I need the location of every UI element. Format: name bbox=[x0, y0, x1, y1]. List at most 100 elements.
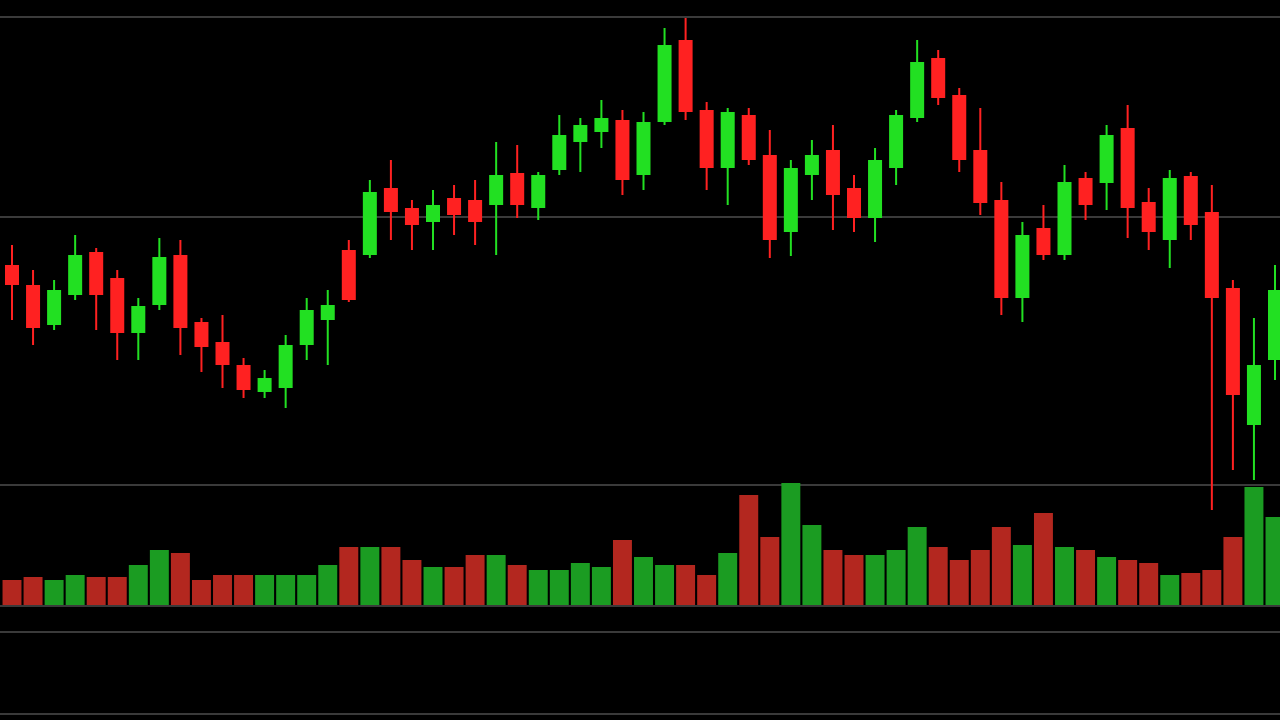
candle-body bbox=[110, 278, 125, 333]
volume-bar bbox=[718, 553, 738, 605]
candle-body bbox=[678, 40, 693, 112]
volume-bar bbox=[1181, 573, 1201, 605]
candle-body bbox=[257, 378, 272, 392]
volume-bar bbox=[991, 527, 1011, 605]
candle-body bbox=[531, 175, 546, 208]
candle-body bbox=[299, 310, 314, 345]
volume-bar bbox=[612, 540, 632, 605]
volume-bar bbox=[823, 550, 843, 605]
volume-bar bbox=[1012, 545, 1032, 605]
volume-bar bbox=[1097, 557, 1117, 605]
candle-body bbox=[510, 173, 525, 205]
candle-body bbox=[404, 208, 419, 225]
volume-bar bbox=[570, 563, 590, 605]
volume-bar bbox=[697, 575, 717, 605]
volume-bar bbox=[1244, 487, 1264, 605]
volume-bar bbox=[86, 577, 106, 605]
candle-body bbox=[910, 62, 925, 118]
volume-bar bbox=[886, 550, 906, 605]
volume-bar bbox=[1160, 575, 1180, 605]
volume-bar bbox=[760, 537, 780, 605]
candle-body bbox=[68, 255, 83, 295]
candle-body bbox=[657, 45, 672, 122]
candle-body bbox=[1204, 212, 1219, 298]
volume-bar bbox=[802, 525, 822, 605]
candle-body bbox=[889, 115, 904, 168]
candle-body bbox=[615, 120, 630, 180]
candle-body bbox=[131, 306, 146, 333]
candle-body bbox=[699, 110, 714, 168]
candle-body bbox=[194, 322, 209, 347]
candle-body bbox=[26, 285, 41, 328]
volume-bar bbox=[255, 575, 275, 605]
candle-body bbox=[447, 198, 462, 215]
volume-bar bbox=[528, 570, 548, 605]
candle-body bbox=[973, 150, 988, 203]
candle-body bbox=[1183, 176, 1198, 225]
volume-bar bbox=[676, 565, 696, 605]
candle-body bbox=[594, 118, 609, 132]
candle-body bbox=[362, 192, 377, 255]
volume-bar bbox=[591, 567, 611, 605]
candle-body bbox=[152, 257, 167, 305]
candle-body bbox=[762, 155, 777, 240]
volume-bar bbox=[655, 565, 675, 605]
volume-bar bbox=[1055, 547, 1074, 605]
candle-body bbox=[320, 305, 335, 320]
candle-body bbox=[383, 188, 398, 212]
volume-bar bbox=[276, 575, 296, 605]
candle-body bbox=[720, 112, 735, 168]
volume-bar bbox=[1139, 563, 1159, 605]
volume-bar bbox=[1118, 560, 1138, 605]
volume-bar bbox=[970, 550, 990, 605]
volume-bar bbox=[739, 495, 759, 605]
volume-bar bbox=[928, 547, 948, 605]
volume-bar bbox=[360, 547, 380, 605]
volume-bar bbox=[444, 567, 464, 605]
volume-bar bbox=[907, 527, 927, 605]
candle-body bbox=[1099, 135, 1114, 183]
volume-bar bbox=[549, 570, 569, 605]
volume-bar bbox=[213, 575, 232, 605]
candle-body bbox=[215, 342, 230, 365]
candle-body bbox=[552, 135, 567, 170]
volume-bar bbox=[507, 565, 527, 605]
candle-body bbox=[952, 95, 967, 160]
candle-body bbox=[5, 265, 19, 285]
volume-bar bbox=[423, 567, 443, 605]
volume-bar bbox=[149, 550, 169, 605]
volume-bar bbox=[1265, 517, 1280, 605]
volume-bar bbox=[781, 483, 801, 605]
volume-bar bbox=[128, 565, 148, 605]
volume-bar bbox=[297, 575, 317, 605]
volume-bar bbox=[170, 553, 190, 605]
volume-bar bbox=[949, 560, 969, 605]
volume-bar bbox=[402, 560, 422, 605]
candle-body bbox=[868, 160, 883, 218]
candle-body bbox=[804, 155, 819, 175]
candle-body bbox=[341, 250, 356, 300]
candle-body bbox=[278, 345, 293, 388]
volume-bar bbox=[486, 555, 506, 605]
candle-body bbox=[847, 188, 861, 218]
volume-bar bbox=[339, 547, 359, 605]
candle-body bbox=[1162, 178, 1177, 240]
candle-body bbox=[89, 252, 104, 295]
candle-body bbox=[173, 255, 188, 328]
candle-body bbox=[1225, 288, 1240, 395]
volume-bar bbox=[465, 555, 485, 605]
candle-body bbox=[468, 200, 483, 222]
volume-bar bbox=[191, 580, 211, 605]
candle-body bbox=[1246, 365, 1261, 425]
candle-body bbox=[236, 365, 251, 390]
candle-body bbox=[931, 58, 946, 98]
candle-body bbox=[783, 168, 798, 232]
candle-body bbox=[573, 125, 588, 142]
candle-body bbox=[1057, 182, 1072, 255]
volume-bar bbox=[1202, 570, 1222, 605]
volume-bar bbox=[65, 575, 85, 605]
candle-body bbox=[994, 200, 1009, 298]
volume-bar bbox=[634, 557, 653, 605]
